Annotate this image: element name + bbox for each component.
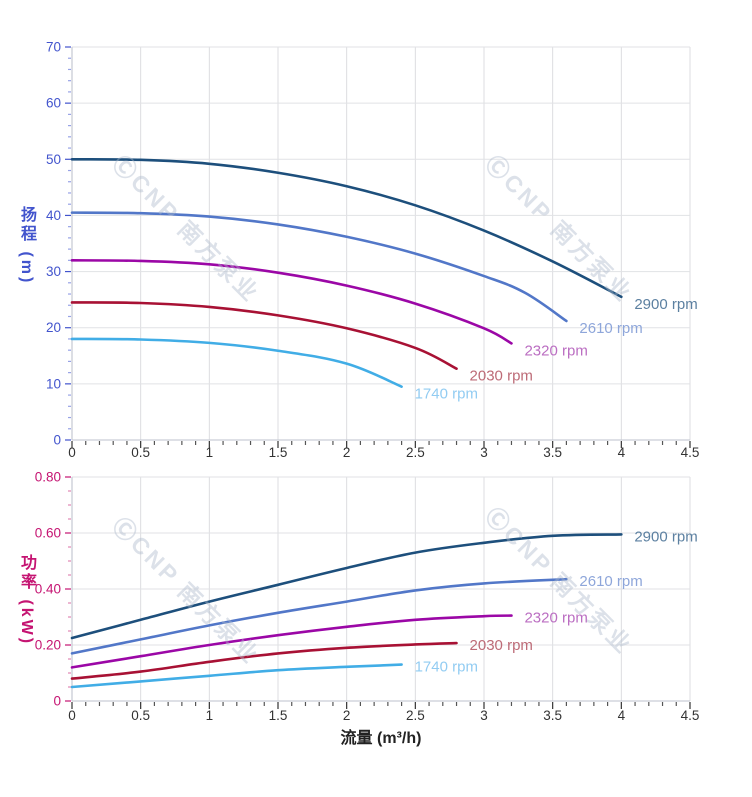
x-tick-label: 0 — [68, 708, 76, 723]
x-tick-label: 3 — [480, 708, 488, 723]
y-axis-ticks: 0 10 20 30 40 50 60 70 — [46, 40, 71, 448]
series-label-2610-rpm: 2610 rpm — [579, 320, 642, 337]
series-label-2320-rpm: 2320 rpm — [524, 342, 587, 359]
x-tick-label: 3.5 — [543, 708, 562, 723]
y-tick-label: 0.80 — [35, 470, 61, 485]
x-tick-label: 0.5 — [131, 708, 150, 723]
x-tick-label: 4.5 — [681, 708, 700, 723]
curve-2900-rpm — [70, 157, 623, 299]
x-tick-label: 1 — [206, 708, 214, 723]
x-tick-label: 1.5 — [269, 708, 288, 723]
x-tick-label: 2 — [343, 445, 351, 460]
power-y-axis-title: 功率 (kW) — [18, 554, 35, 647]
gridlines — [72, 476, 691, 701]
y-tick-label: 70 — [46, 40, 61, 55]
y-tick-label: 0.40 — [35, 582, 61, 597]
curve-1740-rpm — [70, 663, 403, 689]
series-label-1740-rpm: 1740 rpm — [415, 659, 478, 676]
x-tick-label: 3 — [480, 445, 488, 460]
x-tick-label: 4.5 — [681, 445, 700, 460]
curve-2320-rpm — [70, 259, 513, 345]
series-label-2030-rpm: 2030 rpm — [470, 637, 533, 654]
head-vs-flow-chart: 0 10 20 30 40 50 60 70 0 0.5 1 1.5 2 2.5 3 3.5 4 4.5 2900 … — [46, 40, 699, 461]
series-label-2610-rpm: 2610 rpm — [579, 573, 642, 590]
x-tick-label: 0 — [68, 445, 76, 460]
x-tick-label: 0.5 — [131, 445, 150, 460]
x-tick-label: 2.5 — [406, 445, 425, 460]
y-tick-label: 0 — [53, 694, 61, 709]
series-label-2030-rpm: 2030 rpm — [470, 368, 533, 385]
axes — [71, 47, 690, 441]
x-tick-label: 4 — [618, 708, 626, 723]
series-label-1740-rpm: 1740 rpm — [415, 386, 478, 403]
x-axis-ticks: 0 0.5 1 1.5 2 2.5 3 3.5 4 4.5 — [68, 441, 699, 460]
x-tick-label: 1.5 — [269, 445, 288, 460]
y-tick-label: 20 — [46, 320, 61, 335]
x-axis-ticks: 0 0.5 1 1.5 2 2.5 3 3.5 4 4.5 — [68, 702, 699, 723]
x-tick-label: 3.5 — [543, 445, 562, 460]
y-tick-label: 10 — [46, 376, 61, 391]
x-tick-label: 4 — [618, 445, 626, 460]
y-tick-label: 30 — [46, 264, 61, 279]
y-tick-label: 60 — [46, 96, 61, 111]
curve-2030-rpm — [70, 641, 458, 680]
y-tick-label: 0.60 — [35, 526, 61, 541]
y-tick-label: 0.20 — [35, 638, 61, 653]
y-tick-label: 40 — [46, 208, 61, 223]
curve-1740-rpm — [70, 337, 403, 388]
power-vs-flow-chart: 0 0.20 0.40 0.60 0.80 0 0.5 1 1.5 2 2.5 3 3.5 4 4.5 290… — [35, 470, 700, 724]
curves: 2900 rpm 2610 rpm 2320 rpm 2030 rpm 1740 rpm — [70, 528, 698, 689]
curve-2610-rpm — [70, 211, 568, 323]
y-tick-label: 0 — [53, 433, 61, 448]
head-y-axis-title: 扬程 (m) — [18, 206, 35, 286]
y-axis-ticks: 0 0.20 0.40 0.60 0.80 — [35, 470, 71, 709]
series-label-2900-rpm: 2900 rpm — [634, 528, 697, 545]
curve-2610-rpm — [70, 577, 568, 655]
series-label-2900-rpm: 2900 rpm — [634, 296, 697, 313]
curve-2030-rpm — [70, 301, 458, 370]
gridlines — [72, 46, 691, 440]
flow-x-axis-title: 流量 (m³/h) — [340, 730, 422, 747]
curve-2320-rpm — [70, 614, 513, 669]
axes — [71, 477, 690, 702]
x-tick-label: 2.5 — [406, 708, 425, 723]
x-tick-label: 2 — [343, 708, 351, 723]
y-tick-label: 50 — [46, 152, 61, 167]
x-tick-label: 1 — [206, 445, 214, 460]
curve-2900-rpm — [70, 533, 623, 640]
series-label-2320-rpm: 2320 rpm — [524, 610, 587, 627]
